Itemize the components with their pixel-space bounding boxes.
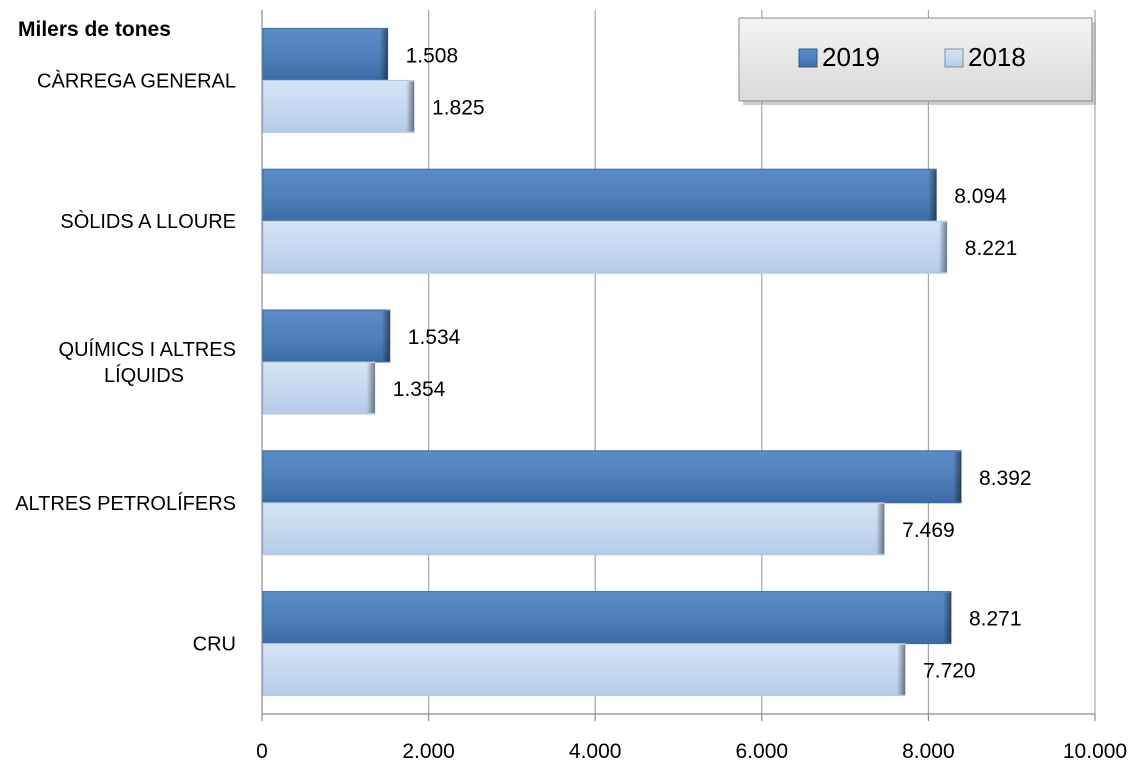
category-label-line: SÒLIDS A LLOURE (60, 210, 236, 233)
data-label-2018-1: 8.221 (965, 237, 1018, 260)
x-tick-label: 2.000 (402, 740, 455, 762)
x-tick-label: 4.000 (569, 740, 622, 762)
legend-swatch-2019 (798, 48, 818, 68)
category-label: CRU (193, 634, 236, 656)
bar-2019-2 (262, 309, 391, 363)
category-label: QUÍMICS I ALTRES LÍQUIDS (59, 338, 236, 387)
bar-2018-0 (262, 79, 415, 133)
unit-label: Milers de tones (18, 18, 171, 41)
bar-2019-0 (262, 27, 389, 81)
data-label-2019-1: 8.094 (954, 185, 1007, 208)
bar-2019-3 (262, 450, 962, 504)
bar-2018-3 (262, 502, 885, 556)
x-tick-label: 10.000 (1063, 740, 1127, 762)
data-label-2019-4: 8.271 (969, 608, 1022, 631)
bar-2018-1 (262, 220, 948, 274)
x-tick-label: 6.000 (736, 740, 789, 762)
legend-swatch-2018 (944, 48, 964, 68)
bar-end-shade (366, 363, 375, 413)
category-label: ALTRES PETROLÍFERS (15, 492, 236, 515)
bar-end-shade (938, 222, 947, 273)
data-label-2018-3: 7.469 (902, 519, 955, 542)
category-label-line: QUÍMICS I ALTRES (59, 338, 236, 361)
x-tick-label: 8.000 (902, 740, 955, 762)
category-label-line: CRU (193, 634, 236, 656)
bar-end-shade (953, 451, 962, 502)
bar-2019-1 (262, 168, 937, 222)
bar-2018-2 (262, 361, 376, 415)
bar-end-shade (928, 170, 937, 221)
category-label-line: ALTRES PETROLÍFERS (15, 492, 236, 515)
data-label-2019-3: 8.392 (979, 467, 1032, 490)
bar-end-shade (406, 81, 415, 132)
bar-end-shade (381, 311, 390, 361)
category-label-line: LÍQUIDS (104, 364, 184, 387)
legend-box (738, 17, 1093, 102)
category-label-line: CÀRREGA GENERAL (37, 69, 236, 92)
category-label: SÒLIDS A LLOURE (60, 210, 236, 233)
data-label-2018-2: 1.354 (393, 378, 446, 401)
data-label-2018-0: 1.825 (432, 96, 485, 119)
bar-end-shade (876, 503, 885, 554)
legend-label-2018: 2018 (968, 42, 1026, 72)
bar-end-shade (942, 592, 951, 643)
legend-label-2019: 2019 (822, 42, 880, 72)
bar-end-shade (379, 29, 388, 80)
data-label-2019-2: 1.534 (408, 326, 461, 349)
bar-2019-4 (262, 591, 952, 645)
data-label-2019-0: 1.508 (406, 44, 459, 67)
x-tick-label: 0 (256, 740, 268, 762)
bar-2018-4 (262, 643, 906, 697)
category-label: CÀRREGA GENERAL (37, 69, 236, 92)
bar-end-shade (897, 644, 906, 695)
data-label-2018-4: 7.720 (923, 660, 976, 683)
